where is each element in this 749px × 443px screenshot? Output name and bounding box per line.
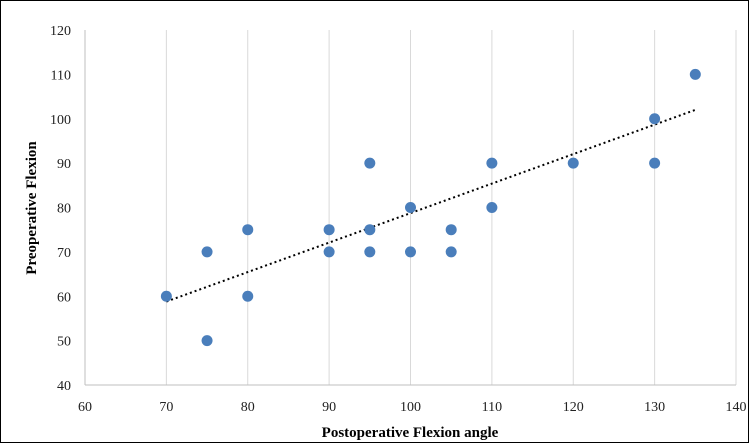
data-point (242, 224, 254, 236)
data-point (201, 246, 213, 258)
data-point (242, 290, 254, 302)
axes (84, 30, 736, 386)
data-point (649, 157, 661, 169)
data-point (649, 113, 661, 125)
y-tick-label: 80 (57, 202, 71, 217)
y-tick-labels: 40 50 60 70 80 90 100 110 120 (50, 24, 71, 394)
x-tick-label: 120 (563, 400, 584, 415)
x-axis-title: Postoperative Flexion angle (322, 425, 499, 441)
y-tick-label: 60 (57, 290, 71, 305)
data-point (323, 224, 335, 236)
x-tick-label: 80 (241, 400, 255, 415)
data-points (160, 68, 701, 347)
y-tick-label: 70 (57, 246, 71, 261)
data-point (445, 246, 457, 258)
x-tick-label: 60 (78, 400, 92, 415)
data-point (323, 246, 335, 258)
data-point (689, 68, 701, 80)
x-tick-label: 70 (159, 400, 173, 415)
x-tick-labels: 60 70 80 90 100 110 120 130 140 (78, 400, 747, 415)
x-tick-label: 110 (482, 400, 502, 415)
data-point (364, 246, 376, 258)
y-tick-label: 40 (57, 379, 71, 394)
y-axis-title: Preoperative Flexion (24, 141, 40, 275)
data-point (405, 202, 416, 213)
data-point (364, 157, 376, 169)
data-point (364, 224, 376, 236)
y-tick-label: 90 (57, 157, 71, 172)
data-point (567, 157, 579, 169)
x-tick-label: 140 (726, 400, 747, 415)
data-point (160, 290, 172, 302)
y-tick-label: 110 (51, 68, 71, 83)
x-tick-label: 90 (322, 400, 336, 415)
data-point (445, 224, 457, 236)
data-point (486, 157, 498, 169)
y-tick-label: 100 (50, 113, 71, 128)
data-point (486, 202, 498, 213)
grid-lines (165, 30, 737, 385)
x-tick-label: 100 (400, 400, 421, 415)
data-point (405, 246, 416, 258)
trendline (166, 108, 696, 303)
trendline-group (166, 108, 696, 303)
data-point (201, 335, 213, 347)
x-tick-label: 130 (644, 400, 665, 415)
y-tick-label: 50 (57, 335, 71, 350)
y-tick-label: 120 (50, 24, 71, 39)
